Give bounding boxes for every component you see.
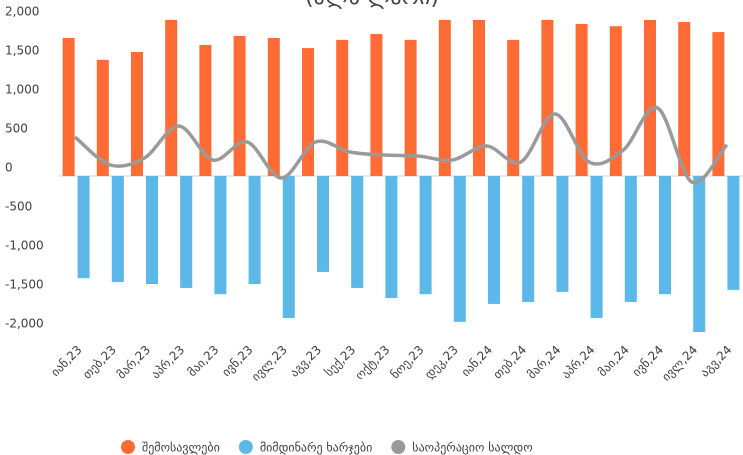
x-tick-label: მაი,24 [595,343,632,380]
legend-label: შემოსავლები [142,441,220,455]
x-tick-label: მაი,23 [185,343,222,380]
bar [165,20,178,176]
bar [644,20,656,176]
bar [214,176,227,295]
x-tick-label: ივლ,24 [659,343,700,384]
bar [693,176,706,332]
bar [678,21,691,177]
x-tick-label: აპრ,24 [559,343,598,382]
bar [267,37,280,176]
y-tick-label: 1,500 [5,44,39,58]
x-tick-label: თებ,24 [490,343,529,382]
bar [131,51,143,177]
bar [111,176,124,283]
bar [438,20,451,176]
bar [385,176,398,299]
y-tick-label: 500 [5,122,28,136]
x-tick-label: დეკ,23 [422,343,461,382]
x-tick-label: ოქტ,23 [353,343,393,383]
bar [248,176,261,285]
bar [712,32,725,177]
bar [624,176,637,302]
bar [351,176,364,288]
legend-label: საოპერაციო სალდო [412,441,532,455]
x-tick-label: აგვ,24 [698,343,735,380]
x-tick-label: მარ,24 [525,343,564,382]
bar [609,26,622,176]
y-tick-label: -1,500 [5,278,44,292]
chart-title: (მლნ ლარი) [305,0,439,10]
bar [317,176,329,272]
bar [659,176,671,295]
bar [453,176,466,322]
bar [282,176,295,318]
x-tick-label: აგვ,23 [287,343,324,380]
bar [419,176,432,295]
y-tick-label: 2,000 [5,5,39,19]
bar [575,23,588,177]
bar [233,35,246,176]
y-tick-label: 1,000 [5,83,39,97]
bar [77,176,90,279]
x-tick-label: თებ,23 [80,343,119,382]
x-tick-label: აპრ,23 [149,343,188,382]
bar [727,176,740,290]
y-tick-label: -500 [5,200,32,214]
bar [556,176,569,292]
bar [522,176,535,302]
bar [590,176,603,318]
x-tick-label: ნოე,23 [388,343,427,382]
bar [96,59,109,176]
legend-marker [391,440,406,454]
bar [336,39,349,176]
bar [370,34,383,176]
bar [404,39,417,176]
bar [507,39,520,176]
bar [199,44,212,177]
bar [488,176,500,304]
bar [180,176,193,288]
y-tick-label: 0 [5,161,13,175]
legend-marker [238,440,253,454]
bar [62,37,75,176]
bar [541,20,554,176]
bar [473,20,485,176]
x-tick-label: იან,23 [48,343,85,380]
y-tick-label: -1,000 [5,239,44,253]
x-tick-label: იან,24 [459,343,496,380]
legend-marker [121,440,135,454]
legend-label: მიმდინარე ხარჯები [260,441,372,455]
x-tick-label: ივლ,23 [249,343,290,384]
line [74,105,728,185]
y-tick-label: -2,000 [5,317,44,331]
x-tick-label: მარ,23 [114,343,153,382]
bar [146,176,158,285]
